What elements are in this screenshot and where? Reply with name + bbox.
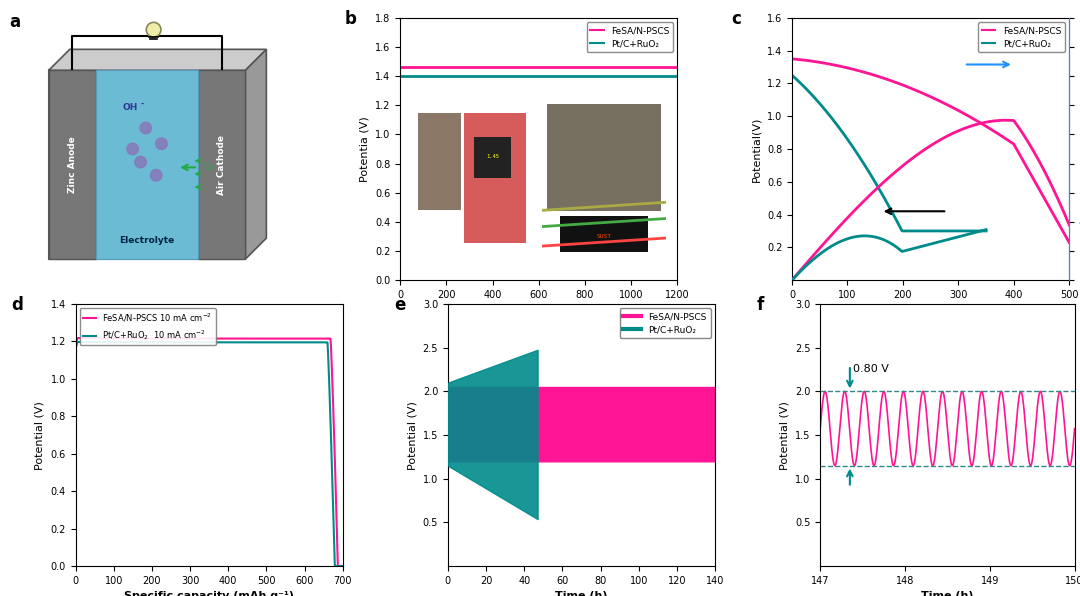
Text: -: - [140, 100, 144, 108]
Polygon shape [49, 49, 267, 70]
X-axis label: Time (s): Time (s) [513, 305, 565, 315]
Text: Electrolyte: Electrolyte [120, 236, 175, 246]
Circle shape [135, 156, 146, 168]
X-axis label: Specific capacity (mAh g⁻¹): Specific capacity (mAh g⁻¹) [124, 591, 294, 596]
Y-axis label: Potential (V): Potential (V) [35, 401, 45, 470]
Text: e: e [394, 296, 406, 314]
Y-axis label: Potential (V): Potential (V) [407, 401, 417, 470]
Legend: FeSA/N-PSCS, Pt/C+RuO₂: FeSA/N-PSCS, Pt/C+RuO₂ [620, 309, 711, 338]
Text: a: a [10, 13, 21, 30]
Legend: FeSA/N-PSCS, Pt/C+RuO₂: FeSA/N-PSCS, Pt/C+RuO₂ [586, 23, 673, 52]
Text: Zinc Anode: Zinc Anode [68, 136, 77, 193]
Text: c: c [731, 10, 741, 28]
Text: O₂: O₂ [203, 163, 214, 172]
Text: d: d [12, 296, 24, 314]
Polygon shape [245, 49, 267, 259]
Y-axis label: Potential (V): Potential (V) [780, 401, 789, 470]
Circle shape [150, 169, 162, 181]
Circle shape [126, 143, 138, 155]
X-axis label: Time (h): Time (h) [921, 591, 974, 596]
Text: OH: OH [122, 103, 137, 111]
Text: Air Cathode: Air Cathode [217, 135, 227, 195]
Text: f: f [757, 296, 764, 314]
Legend: FeSA/N-PSCS 10 mA cm$^{-2}$, Pt/C+RuO$_2$  10 mA cm$^{-2}$: FeSA/N-PSCS 10 mA cm$^{-2}$, Pt/C+RuO$_2… [80, 308, 216, 345]
Text: 0.80 V: 0.80 V [853, 364, 889, 374]
FancyBboxPatch shape [49, 70, 245, 259]
Text: b: b [345, 10, 356, 28]
X-axis label: Current density (mA m⁻²): Current density (mA m⁻²) [852, 305, 1010, 315]
Legend: FeSA/N-PSCS, Pt/C+RuO₂: FeSA/N-PSCS, Pt/C+RuO₂ [978, 23, 1065, 52]
FancyBboxPatch shape [199, 70, 245, 259]
Y-axis label: Potential(V): Potential(V) [752, 116, 761, 182]
Y-axis label: Potentia (V): Potentia (V) [360, 116, 369, 182]
FancyBboxPatch shape [96, 70, 199, 259]
FancyBboxPatch shape [49, 70, 96, 259]
Circle shape [156, 138, 167, 150]
Circle shape [146, 22, 161, 37]
X-axis label: Time (h): Time (h) [555, 591, 608, 596]
Circle shape [140, 122, 151, 134]
